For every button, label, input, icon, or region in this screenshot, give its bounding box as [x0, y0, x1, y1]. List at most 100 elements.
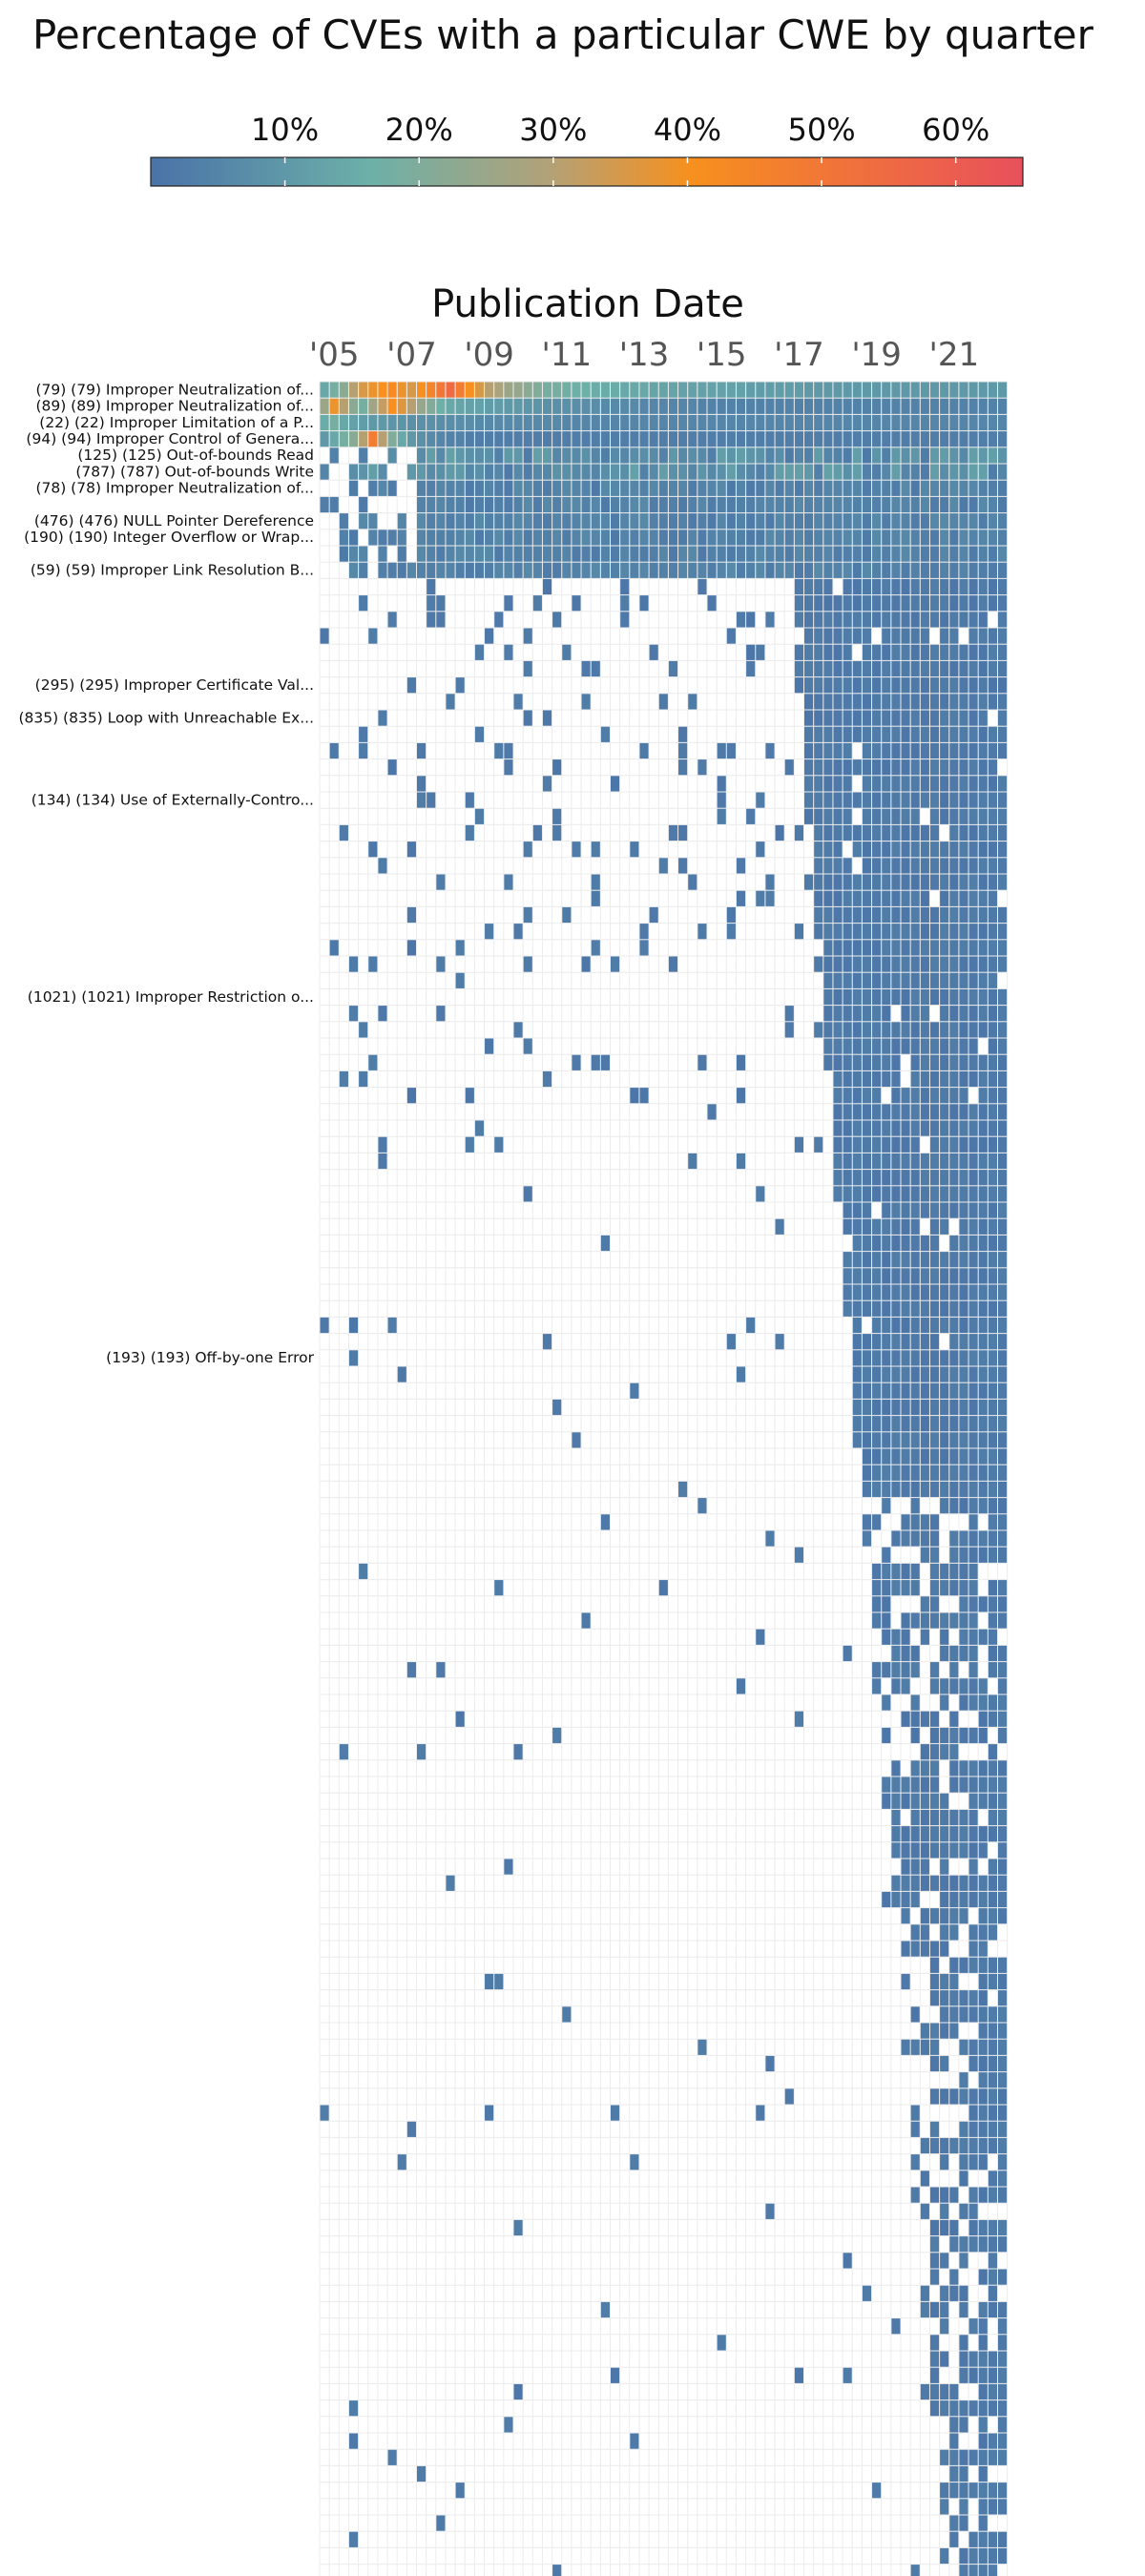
heatmap-cell	[620, 546, 630, 562]
heatmap-cell	[756, 431, 765, 447]
heatmap-cell	[417, 2465, 427, 2483]
heatmap-cell	[668, 382, 678, 398]
heatmap-cell	[833, 1088, 843, 1104]
heatmap-cell	[959, 2417, 968, 2433]
heatmap-cell	[968, 1252, 978, 1268]
heatmap-cell	[862, 595, 872, 612]
heatmap-cell	[891, 1382, 901, 1399]
heatmap-cell	[359, 1563, 368, 1580]
heatmap-cell	[891, 1760, 901, 1776]
heatmap-cell	[455, 940, 465, 956]
heatmap-cell	[929, 464, 940, 480]
heatmap-cell	[427, 513, 436, 530]
heatmap-cell	[862, 628, 872, 644]
heatmap-cell	[910, 874, 920, 890]
heatmap-cell	[920, 2203, 929, 2219]
heatmap-cell	[891, 940, 901, 956]
heatmap-cell	[998, 956, 1008, 972]
heatmap-cell	[756, 792, 765, 808]
heatmap-cell	[910, 1842, 920, 1859]
heatmap-cell	[959, 1382, 968, 1399]
heatmap-cell	[581, 382, 591, 398]
row-label: (835) (835) Loop with Unreachable Ex...	[18, 709, 314, 726]
heatmap-cell	[968, 2547, 978, 2565]
heatmap-cell	[591, 562, 600, 578]
heatmap-cell	[823, 874, 833, 890]
heatmap-cell	[697, 447, 707, 464]
heatmap-cell	[446, 398, 455, 414]
heatmap-cell	[678, 447, 688, 464]
heatmap-cell	[852, 726, 862, 742]
heatmap-cell	[746, 398, 756, 414]
heatmap-cell	[513, 562, 523, 578]
heatmap-cell	[852, 940, 862, 956]
heatmap-cell	[949, 464, 959, 480]
heatmap-cell	[891, 1170, 901, 1186]
heatmap-cell	[339, 1744, 348, 1760]
heatmap-cell	[940, 1432, 949, 1448]
heatmap-cell	[988, 759, 997, 776]
heatmap-cell	[630, 1382, 639, 1399]
heatmap-cell	[891, 924, 901, 940]
heatmap-cell	[920, 530, 929, 546]
heatmap-cell	[562, 431, 572, 447]
heatmap-cell	[959, 2154, 968, 2171]
heatmap-cell	[552, 530, 562, 546]
heatmap-cell	[882, 1662, 891, 1678]
heatmap-cell	[872, 858, 882, 874]
heatmap-cell	[940, 874, 949, 890]
heatmap-cell	[940, 742, 949, 759]
heatmap-cell	[581, 660, 591, 677]
heatmap-cell	[959, 2121, 968, 2137]
heatmap-cell	[949, 2465, 959, 2483]
heatmap-cell	[949, 1563, 959, 1580]
heatmap-cell	[862, 1399, 872, 1416]
heatmap-cell	[988, 1612, 997, 1629]
heatmap-cell	[968, 726, 978, 742]
heatmap-cell	[949, 1104, 959, 1120]
heatmap-cell	[891, 1678, 901, 1694]
heatmap-cell	[959, 480, 968, 496]
heatmap-cell	[929, 1416, 940, 1432]
heatmap-cell	[949, 1662, 959, 1678]
heatmap-cell	[959, 1054, 968, 1070]
heatmap-cell	[929, 1104, 940, 1120]
heatmap-cell	[736, 496, 746, 513]
heatmap-cell	[959, 1448, 968, 1465]
heatmap-cell	[949, 858, 959, 874]
heatmap-cell	[833, 874, 843, 890]
heatmap-cell	[920, 1382, 929, 1399]
heatmap-cell	[920, 1038, 929, 1054]
heatmap-cell	[872, 1006, 882, 1022]
heatmap-cell	[959, 1727, 968, 1744]
heatmap-cell	[620, 612, 630, 628]
heatmap-cell	[949, 480, 959, 496]
heatmap-cell	[998, 1300, 1008, 1317]
heatmap-cell	[901, 1268, 910, 1284]
heatmap-cell	[726, 628, 736, 644]
heatmap-cell	[688, 694, 697, 710]
heatmap-cell	[572, 480, 581, 496]
heatmap-cell	[494, 1136, 504, 1153]
heatmap-cell	[775, 562, 784, 578]
heatmap-cell	[329, 447, 339, 464]
heatmap-cell	[814, 906, 823, 924]
heatmap-cell	[668, 824, 678, 841]
heatmap-cell	[823, 890, 833, 906]
heatmap-cell	[872, 1070, 882, 1088]
heatmap-cell	[872, 1136, 882, 1153]
heatmap-cell	[756, 464, 765, 480]
heatmap-cell	[988, 1120, 997, 1136]
heatmap-cell	[978, 808, 988, 824]
heatmap-cell	[862, 1104, 872, 1120]
heatmap-cell	[998, 1809, 1008, 1826]
heatmap-cell	[833, 546, 843, 562]
heatmap-cell	[988, 1186, 997, 1202]
heatmap-cell	[882, 578, 891, 595]
heatmap-cell	[988, 414, 997, 431]
heatmap-cell	[968, 2400, 978, 2417]
heatmap-cell	[949, 2006, 959, 2023]
heatmap-cell	[998, 2351, 1008, 2367]
heatmap-cell	[910, 841, 920, 858]
heatmap-cell	[988, 1202, 997, 1218]
